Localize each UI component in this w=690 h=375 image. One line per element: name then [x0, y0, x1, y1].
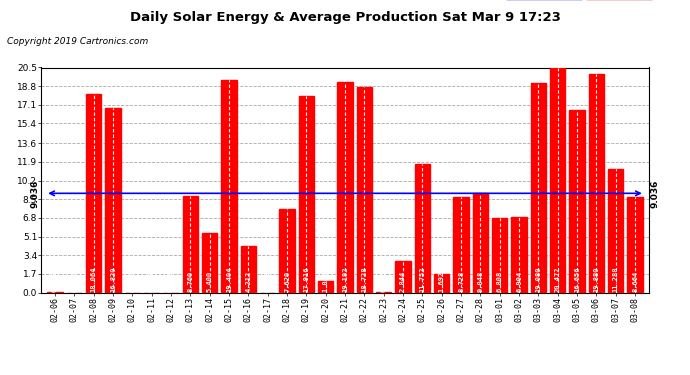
Text: 19.880: 19.880 — [593, 266, 600, 292]
Text: 0.000: 0.000 — [148, 270, 155, 292]
Text: 8.760: 8.760 — [187, 270, 193, 292]
Bar — [473, 193, 488, 292]
Text: 8.728: 8.728 — [458, 270, 464, 292]
Text: 7.620: 7.620 — [284, 270, 290, 292]
Bar — [492, 218, 507, 292]
Text: Daily Solar Energy & Average Production Sat Mar 9 17:23: Daily Solar Energy & Average Production … — [130, 11, 560, 24]
Text: 5.400: 5.400 — [206, 270, 213, 292]
Text: 17.916: 17.916 — [304, 266, 309, 292]
Bar — [105, 108, 121, 292]
Text: 9.048: 9.048 — [477, 270, 484, 292]
Bar — [299, 96, 314, 292]
Text: 2.844: 2.844 — [400, 270, 406, 292]
Text: 9.036: 9.036 — [651, 179, 660, 207]
Bar — [241, 246, 256, 292]
Text: 0.060: 0.060 — [52, 270, 58, 292]
Bar — [608, 169, 624, 292]
Text: 6.904: 6.904 — [516, 270, 522, 292]
Text: 19.404: 19.404 — [226, 266, 232, 292]
Bar — [511, 217, 526, 292]
Text: 19.192: 19.192 — [342, 266, 348, 292]
Text: 6.808: 6.808 — [497, 270, 503, 292]
Text: 0.000: 0.000 — [71, 270, 77, 292]
Bar — [279, 209, 295, 292]
Text: 20.472: 20.472 — [555, 266, 561, 292]
Text: 9.036: 9.036 — [30, 179, 39, 207]
Bar — [531, 83, 546, 292]
Bar — [337, 82, 353, 292]
Text: 19.080: 19.080 — [535, 266, 542, 292]
Bar — [627, 197, 643, 292]
Text: 18.064: 18.064 — [90, 266, 97, 292]
Bar — [569, 110, 585, 292]
Bar — [183, 196, 198, 292]
Text: Copyright 2019 Cartronics.com: Copyright 2019 Cartronics.com — [7, 38, 148, 46]
Bar — [221, 80, 237, 292]
Bar — [434, 274, 449, 292]
Text: 8.664: 8.664 — [632, 270, 638, 292]
Text: 0.000: 0.000 — [129, 270, 135, 292]
Bar — [357, 87, 372, 292]
Bar — [415, 164, 430, 292]
Text: 1.692: 1.692 — [439, 270, 444, 292]
Text: 16.820: 16.820 — [110, 266, 116, 292]
Bar — [202, 233, 217, 292]
Text: 0.000: 0.000 — [265, 270, 270, 292]
Text: 1.040: 1.040 — [323, 270, 328, 292]
Text: 11.288: 11.288 — [613, 266, 619, 292]
Text: 0.056: 0.056 — [381, 270, 386, 292]
Bar — [318, 281, 333, 292]
Text: 18.728: 18.728 — [362, 266, 367, 292]
Text: 11.752: 11.752 — [420, 266, 425, 292]
Bar — [589, 74, 604, 292]
Text: 4.212: 4.212 — [246, 270, 251, 292]
Bar — [86, 94, 101, 292]
Text: 16.656: 16.656 — [574, 266, 580, 292]
Text: 0.000: 0.000 — [168, 270, 174, 292]
Bar — [395, 261, 411, 292]
Bar — [453, 197, 469, 292]
Bar — [550, 68, 565, 292]
